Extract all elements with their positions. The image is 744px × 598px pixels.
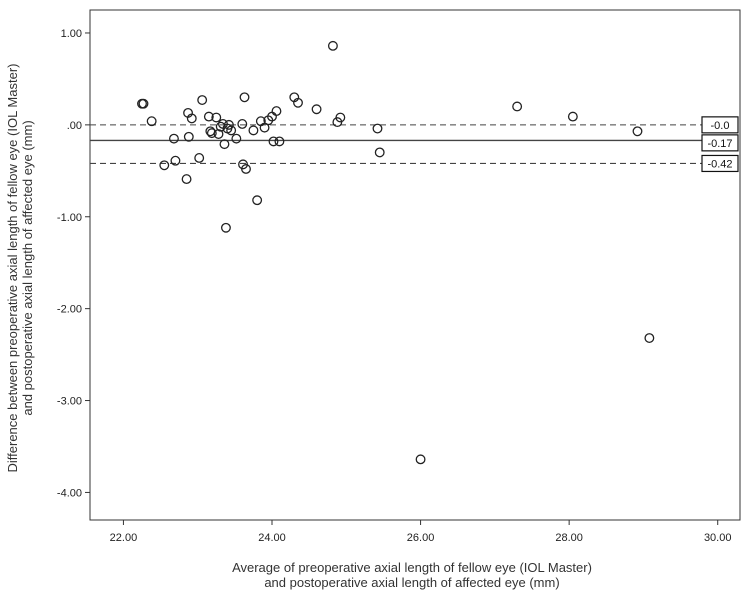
reference-label-box — [701, 116, 739, 134]
reference-line-labels: -0.0 -0.17 -0.42 — [701, 116, 739, 173]
data-point — [632, 126, 643, 137]
x-axis-title-line-1: Average of preoperative axial length of … — [232, 560, 592, 575]
data-point — [248, 125, 259, 136]
data-point — [211, 112, 222, 123]
plot-frame — [89, 9, 741, 521]
data-point — [311, 104, 322, 115]
data-point — [415, 454, 426, 465]
data-point — [183, 131, 194, 142]
reference-label-box — [701, 154, 739, 173]
y-axis-title-line-2: and postoperative axial length of affect… — [20, 120, 35, 415]
x-tick-label: 28.00 — [555, 532, 583, 544]
x-tick-label: 22.00 — [110, 532, 138, 544]
data-point — [223, 119, 234, 130]
data-point — [138, 98, 149, 109]
data-point — [268, 136, 279, 147]
data-point — [206, 128, 217, 139]
x-tick-label: 30.00 — [704, 532, 732, 544]
y-tick-label: -4.00 — [57, 487, 82, 499]
data-point — [226, 125, 237, 136]
y-axis-title-line-1: Difference between preoperative axial le… — [5, 64, 20, 473]
data-point — [181, 174, 192, 185]
reference-label: -0.42 — [707, 158, 732, 170]
data-point — [271, 106, 282, 117]
data-point — [252, 195, 263, 206]
data-point — [644, 333, 655, 344]
y-tick-label: -2.00 — [57, 304, 82, 316]
reference-label-box — [701, 134, 739, 152]
y-tick-label: 1.00 — [61, 28, 82, 40]
data-point — [203, 111, 214, 122]
data-point — [374, 147, 385, 158]
data-point — [186, 113, 197, 124]
data-point — [327, 40, 338, 51]
data-point — [213, 129, 224, 140]
x-tick-label: 24.00 — [258, 532, 286, 544]
data-point — [220, 222, 231, 233]
data-point — [146, 116, 157, 127]
x-axis: 22.00 24.00 26.00 28.00 30.00 — [110, 520, 732, 544]
reference-label: -0.17 — [707, 138, 732, 150]
data-point — [567, 111, 578, 122]
data-point — [237, 118, 248, 129]
data-point — [239, 92, 250, 103]
y-axis: 1.00 .00 -1.00 -2.00 -3.00 -4.00 — [57, 28, 90, 499]
data-point — [274, 136, 285, 147]
data-point — [293, 97, 303, 108]
data-point — [219, 139, 230, 150]
data-point — [170, 155, 181, 166]
x-axis-title-line-2: and postoperative axial length of affect… — [264, 575, 559, 590]
data-point — [241, 164, 251, 174]
data-point — [512, 101, 523, 112]
y-tick-label: .00 — [67, 120, 82, 132]
reference-label: -0.0 — [711, 120, 730, 132]
y-tick-label: -1.00 — [57, 212, 82, 224]
data-point — [194, 152, 205, 163]
data-point — [168, 133, 179, 144]
data-points — [137, 40, 655, 465]
x-tick-label: 26.00 — [407, 532, 435, 544]
data-point — [197, 95, 208, 106]
data-point — [372, 123, 383, 134]
data-point — [231, 133, 242, 144]
y-tick-label: -3.00 — [57, 396, 82, 408]
data-point — [335, 112, 346, 123]
data-point — [159, 160, 170, 171]
